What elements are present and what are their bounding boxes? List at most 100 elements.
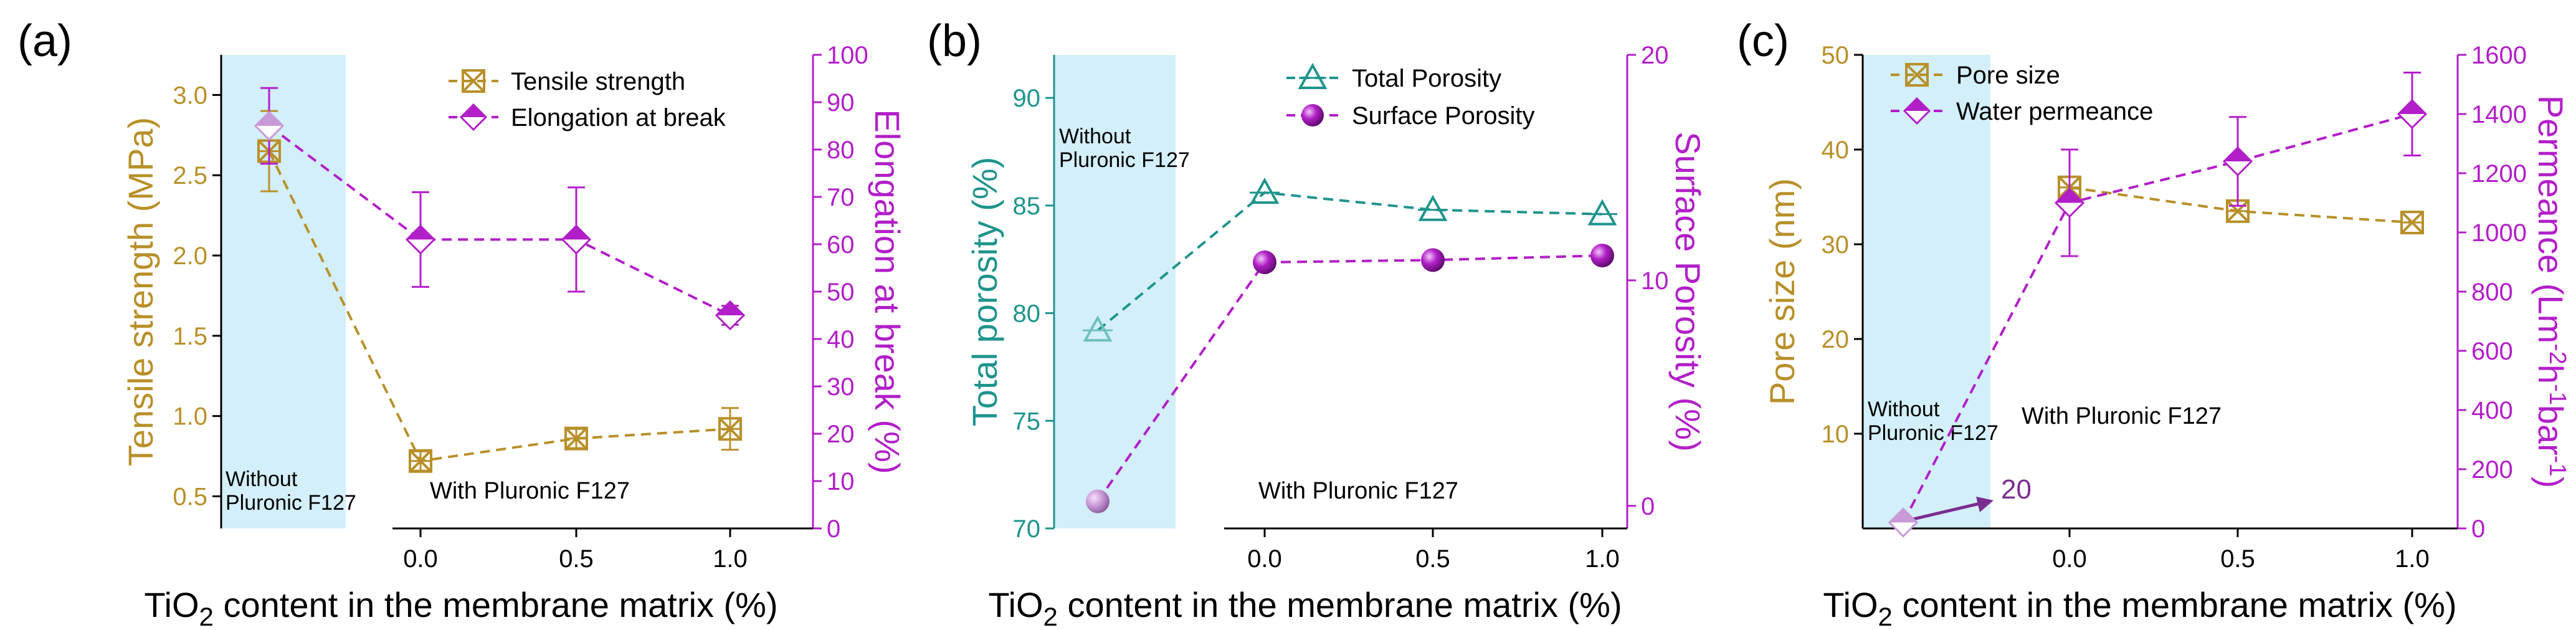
x-ticks: 0.0 0.5 1.0 [2052,528,2430,573]
x-tick-label: 0.5 [1415,545,1450,573]
y-tick-label: 400 [2471,397,2513,424]
series-layer [1888,72,2428,538]
without-label-line1: Without [1059,125,1131,148]
y-tick-label: 2.5 [173,162,207,189]
marker-triangle [1083,315,1113,342]
panel-label: (c) [1737,16,1789,66]
y-tick-label: 1000 [2471,219,2527,247]
marker-half-diamond [2054,188,2085,218]
legend-water-permeance: Water permeance [1956,98,2153,125]
y-tick-label: 50 [1822,42,1850,69]
shaded-region [221,55,346,528]
y-tick-label: 0 [827,515,840,543]
y-tick-label: 1600 [2471,42,2527,69]
legend-marker-total [1298,62,1328,89]
series-line [1902,113,2413,523]
marker-sphere [1086,489,1110,513]
left-y-label: Pore size (nm) [1762,178,1802,405]
right-y-ticks: 0 10 20 30 40 50 60 70 80 90 100 [813,42,868,543]
y-tick-label: 0.5 [173,483,207,510]
y-tick-label: 30 [1822,231,1850,259]
left-y-ticks: 10 20 30 40 50 [1822,42,1863,448]
legend-surface-porosity: Surface Porosity [1352,102,1534,130]
series-layer [254,87,746,473]
legend-pore-size: Pore size [1956,62,2060,89]
y-tick-label: 0 [1641,493,1655,520]
marker-diamond-fill [1889,508,1917,523]
without-label-line2: Pluronic F127 [226,491,356,515]
marker-diamond-fill [2398,100,2426,114]
marker-half-diamond [254,110,285,141]
annotation-value: 20 [2001,474,2032,505]
marker-crossed-square [2400,211,2424,235]
x-tick-label: 0.0 [403,545,438,573]
marker-open-triangle [1250,177,1280,204]
right-y-ticks: 0 200 400 600 800 1000 1200 1400 1600 [2458,42,2527,543]
marker-diamond-fill [716,302,744,315]
marker-diamond-fill [407,226,434,240]
right-y-label: Elongation at break (%) [868,109,907,474]
y-tick-label: 70 [1013,515,1041,543]
y-tick-label: 60 [827,231,855,259]
left-y-ticks: 0.5 1.0 1.5 2.0 2.5 3.0 [173,82,221,510]
y-tick-label: 1400 [2471,101,2527,128]
marker-crossed-square [409,449,432,473]
legend-tensile: Tensile strength [511,68,685,95]
axis-frame [1053,55,1628,530]
series-line [1096,254,1603,502]
y-tick-label: 3.0 [173,82,207,109]
y-tick-label: 600 [2471,338,2513,365]
shaded-region [1863,55,1990,528]
marker-half-diamond [2397,98,2428,130]
marker-half-diamond [715,300,746,331]
right-y-ticks: 0 10 20 [1627,42,1669,520]
marker-diamond-fill [2224,148,2251,161]
y-tick-label: 20 [1822,326,1850,353]
marker-triangle [1418,194,1448,221]
with-pluronic-label: With Pluronic F127 [2022,403,2222,429]
legend: Pore size Water permeance [1891,62,2153,125]
legend-marker-tensile [462,69,485,93]
panel-label: (b) [927,16,982,66]
y-tick-label: 90 [1013,85,1041,112]
with-pluronic-label: With Pluronic F127 [1258,478,1458,504]
x-tick-label: 0.0 [2052,545,2087,573]
x-tick-label: 0.5 [2220,545,2255,573]
x-tick-label: 1.0 [713,545,748,573]
marker-open-triangle [1083,315,1113,342]
marker-sphere [1253,250,1276,274]
marker-crossed-square [718,417,742,441]
marker-sphere [1421,248,1445,272]
panel-c: (c) 10 20 30 40 50 0 200 400 600 800 1000 1200 1400… [1737,16,2570,630]
annotation-arrowhead [1976,497,1994,512]
y-tick-label: 50 [827,279,855,306]
legend-marker-surface [1301,104,1324,126]
x-ticks: 0.0 0.5 1.0 [1247,528,1620,573]
panel-a: (a) 0.5 1.0 1.5 2.0 2.5 3.0 0 10 20 30 40 50 60 70 80… [17,16,907,630]
y-tick-label: 75 [1013,408,1041,435]
without-label-line1: Without [226,467,298,491]
y-tick-label: 0 [2471,515,2485,543]
y-tick-label: 800 [2471,279,2513,306]
marker-triangle [1587,199,1617,226]
shaded-region [1054,55,1176,528]
y-tick-label: 20 [1641,42,1669,69]
y-tick-label: 90 [827,89,855,117]
left-y-ticks: 70 75 80 85 90 [1013,85,1054,543]
y-tick-label: 40 [827,326,855,353]
y-tick-label: 85 [1013,193,1041,220]
legend-total-porosity: Total Porosity [1352,65,1501,92]
without-label-line2: Pluronic F127 [1868,421,1999,445]
y-tick-label: 1.5 [173,323,207,350]
marker-diamond-fill [2056,189,2083,203]
x-tick-label: 1.0 [2395,545,2430,573]
marker-triangle [1250,177,1280,204]
y-tick-label: 80 [827,136,855,164]
series-line [268,125,731,317]
legend-elongation: Elongation at break [511,104,726,131]
y-tick-label: 80 [1013,300,1041,328]
left-y-label: Tensile strength (MPa) [121,117,160,466]
without-label-line1: Without [1868,398,1940,421]
legend: Total Porosity Surface Porosity [1286,62,1534,130]
